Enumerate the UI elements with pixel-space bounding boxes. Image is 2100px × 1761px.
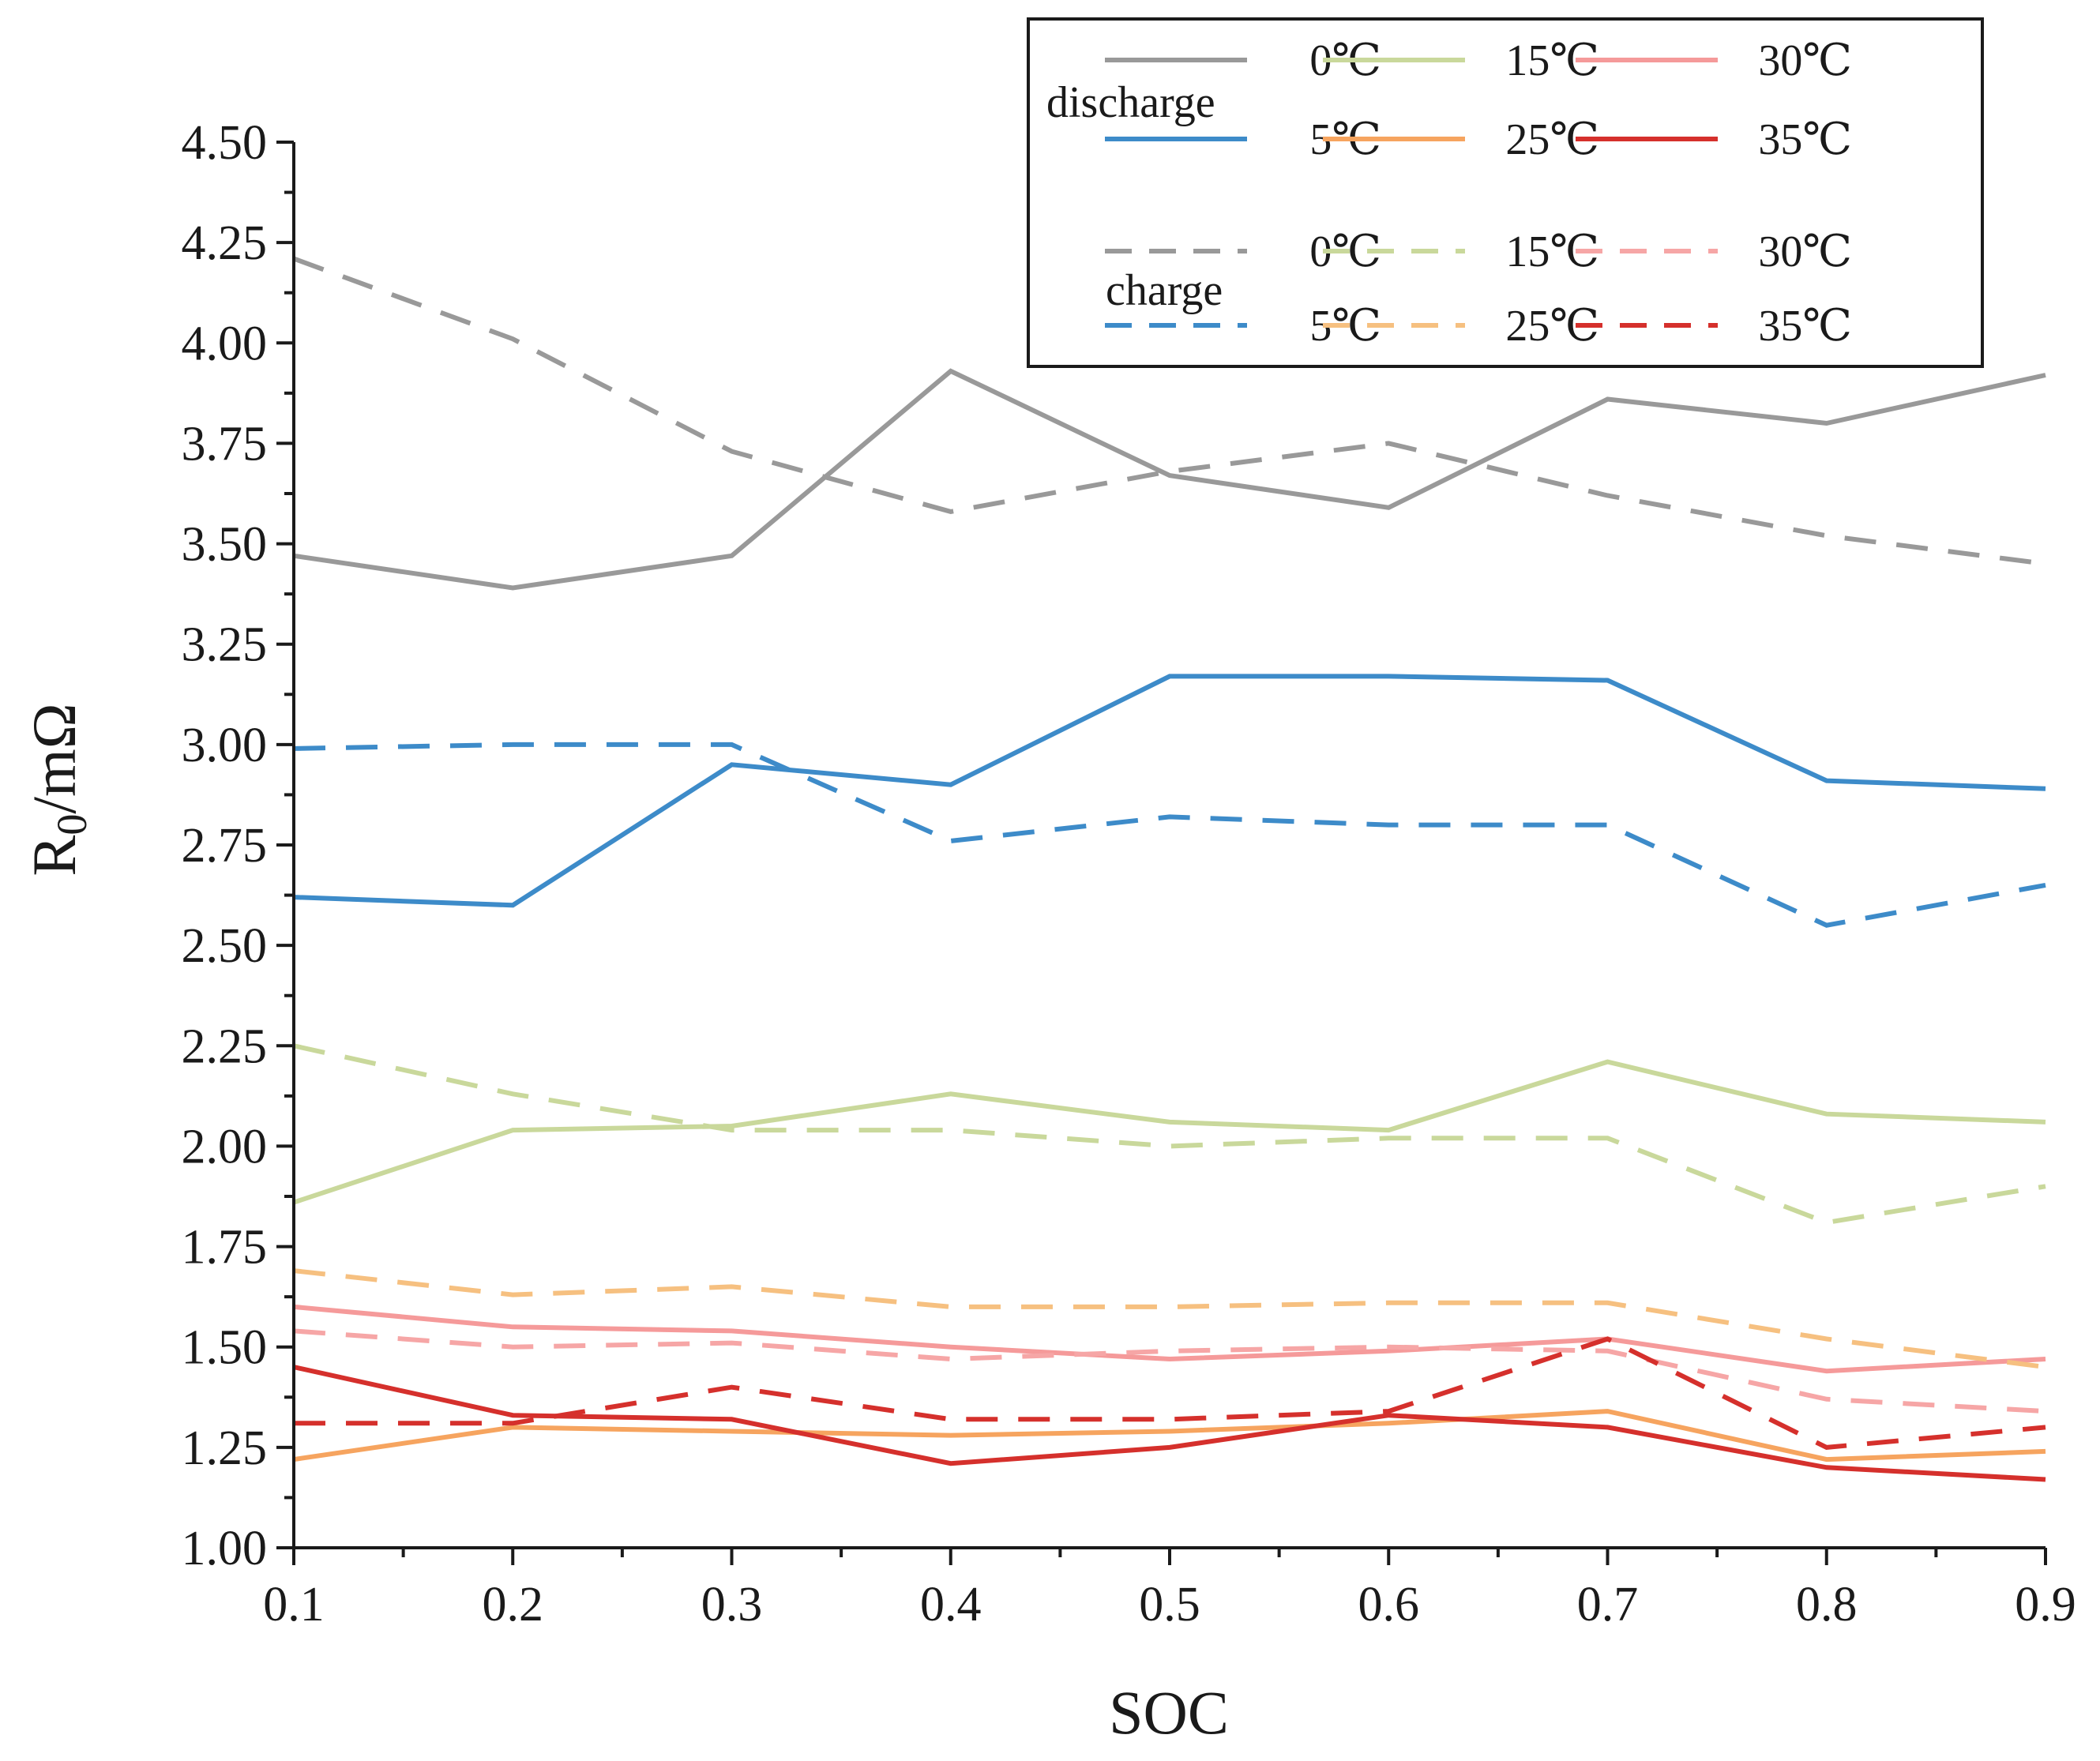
series-line-discharge-35c	[293, 1365, 2046, 1482]
x-tick-label: 0.6	[1358, 1578, 1420, 1631]
y-tick-label: 4.25	[182, 216, 268, 270]
series-line-discharge-25c	[293, 1409, 2046, 1462]
legend: discharge charge 0℃5℃15℃25℃30℃35℃0℃5℃15℃…	[1027, 17, 1984, 368]
legend-label-charge-35c: 35℃	[1758, 302, 1852, 351]
series-line-discharge-15c	[293, 1059, 2046, 1205]
y-tick-label: 1.75	[182, 1221, 268, 1275]
y-tick-label: 4.00	[182, 317, 268, 370]
legend-label-discharge-30c: 30℃	[1758, 36, 1852, 85]
y-axis-title: R0/mΩ	[20, 703, 96, 876]
legend-items: 0℃5℃15℃25℃30℃35℃0℃5℃15℃25℃30℃35℃	[1105, 36, 1852, 351]
axes	[276, 141, 2047, 1565]
y-tick-label: 2.25	[182, 1019, 268, 1073]
x-tick-label: 0.4	[920, 1578, 982, 1631]
x-axis-title: SOC	[1109, 1678, 1229, 1747]
series-line-charge-5c	[293, 742, 2046, 928]
legend-box	[1027, 17, 1984, 368]
series-line-discharge-5c	[293, 674, 2046, 908]
series-layer	[292, 256, 2046, 1482]
series-line-charge-0c	[292, 256, 2046, 566]
tick-labels: 1.00 1.25 1.50 1.75 2.00 2.25 2.50 2.75 3.00 3.25…	[182, 116, 2076, 1631]
y-tick-label: 3.75	[182, 417, 268, 471]
legend-group-label-charge: charge	[1106, 266, 1223, 315]
y-tick-label: 1.00	[182, 1522, 268, 1575]
legend-group-label-discharge: discharge	[1046, 78, 1215, 127]
y-tick-label: 2.75	[182, 819, 268, 873]
y-tick-label: 4.50	[182, 116, 268, 170]
y-tick-label: 2.00	[182, 1120, 268, 1173]
x-tick-label: 0.9	[2015, 1578, 2076, 1631]
series-line-charge-30c	[293, 1328, 2046, 1414]
series-line-discharge-30c	[293, 1304, 2046, 1374]
y-tick-label: 1.50	[182, 1321, 268, 1375]
y-tick-label: 3.50	[182, 518, 268, 572]
y-tick-label: 1.25	[182, 1421, 268, 1475]
legend-label-charge-30c: 30℃	[1758, 227, 1852, 276]
series-line-charge-25c	[293, 1268, 2046, 1370]
y-tick-label: 2.50	[182, 919, 268, 973]
y-axis-title-main: R	[20, 835, 88, 877]
x-tick-label: 0.8	[1796, 1578, 1858, 1631]
x-tick-label: 0.1	[263, 1578, 325, 1631]
legend-label-discharge-35c: 35℃	[1758, 115, 1852, 164]
series-line-charge-15c	[293, 1043, 2046, 1226]
x-tick-label: 0.7	[1577, 1578, 1639, 1631]
x-tick-label: 0.2	[483, 1578, 544, 1631]
x-tick-label: 0.5	[1139, 1578, 1200, 1631]
y-axis-title-subscript: 0	[48, 814, 96, 835]
y-tick-label: 3.00	[182, 719, 268, 772]
series-line-discharge-0c	[293, 368, 2046, 591]
x-tick-label: 0.3	[701, 1578, 763, 1631]
y-tick-label: 3.25	[182, 618, 268, 672]
y-axis-title-unit: /mΩ	[20, 703, 88, 813]
